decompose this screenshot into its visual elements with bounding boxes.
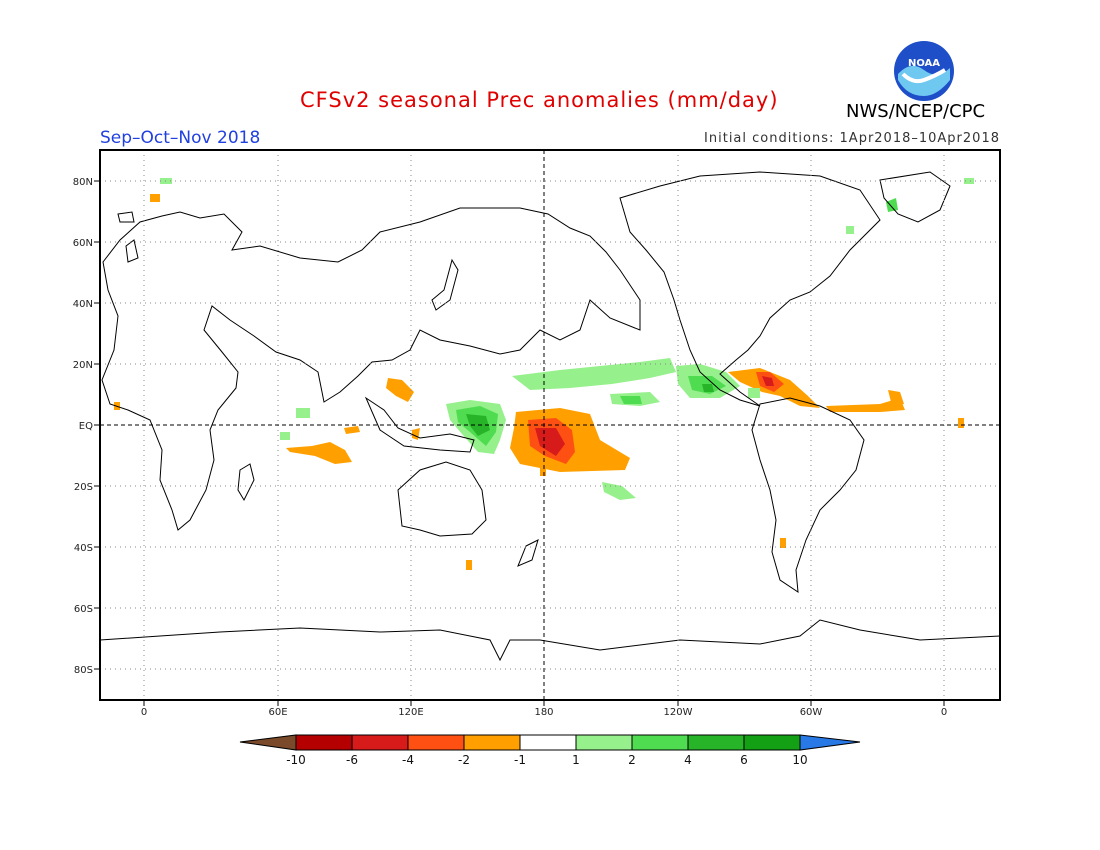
colorbar [239,734,861,751]
lat-label: EQ [79,421,93,432]
negative-anomaly-regions [114,194,964,570]
lat-axis [94,180,100,670]
colorbar-tick-label: 4 [684,753,692,767]
lon-label: 120E [398,707,423,718]
lat-label: 60S [74,604,93,615]
colorbar-tick-label: -1 [514,753,526,767]
colorbar-tick-label: -2 [458,753,470,767]
season-label: Sep–Oct–Nov 2018 [100,128,261,148]
colorbar-tick-label: 1 [572,753,580,767]
lat-label: 20S [74,482,93,493]
colorbar-bin [351,734,409,751]
lon-axis [143,700,945,706]
positive-anomaly-regions [160,178,974,500]
chart-title: CFSv2 seasonal Prec anomalies (mm/day) [300,88,779,112]
lon-label: 0 [141,707,147,718]
lat-label: 60N [73,238,93,249]
colorbar-tick-label: 6 [740,753,748,767]
colorbar-max-arrow [799,734,861,751]
colorbar-bin [407,734,465,751]
initial-conditions-label: Initial conditions: 1Apr2018–10Apr2018 [704,131,1000,146]
lon-label: 60E [268,707,287,718]
colorbar-tick-label: -6 [346,753,358,767]
colorbar-tick-label: -10 [286,753,306,767]
coastlines [100,171,1000,662]
colorbar-bin [687,734,745,751]
lon-label: 60W [800,707,823,718]
colorbar-bin [631,734,689,751]
colorbar-tick-label: -4 [402,753,414,767]
lon-label: 120W [664,707,693,718]
lat-label: 20N [73,360,93,371]
lat-label: 40N [73,299,93,310]
colorbar-bin [295,734,353,751]
lat-label: 80N [73,177,93,188]
lat-label: 40S [74,543,93,554]
lon-label: 0 [941,707,947,718]
colorbar-bin [519,734,577,751]
lon-label: 180 [534,707,553,718]
colorbar-bin [575,734,633,751]
colorbar-min-arrow [239,734,297,751]
agency-label: NWS/NCEP/CPC [846,101,986,122]
lat-label: 80S [74,665,93,676]
noaa-logo: NOAA [894,41,954,101]
logo-text: NOAA [908,58,940,69]
colorbar-bin [463,734,521,751]
colorbar-bin [743,734,801,751]
colorbar-tick-label: 2 [628,753,636,767]
colorbar-tick-label: 10 [792,753,807,767]
